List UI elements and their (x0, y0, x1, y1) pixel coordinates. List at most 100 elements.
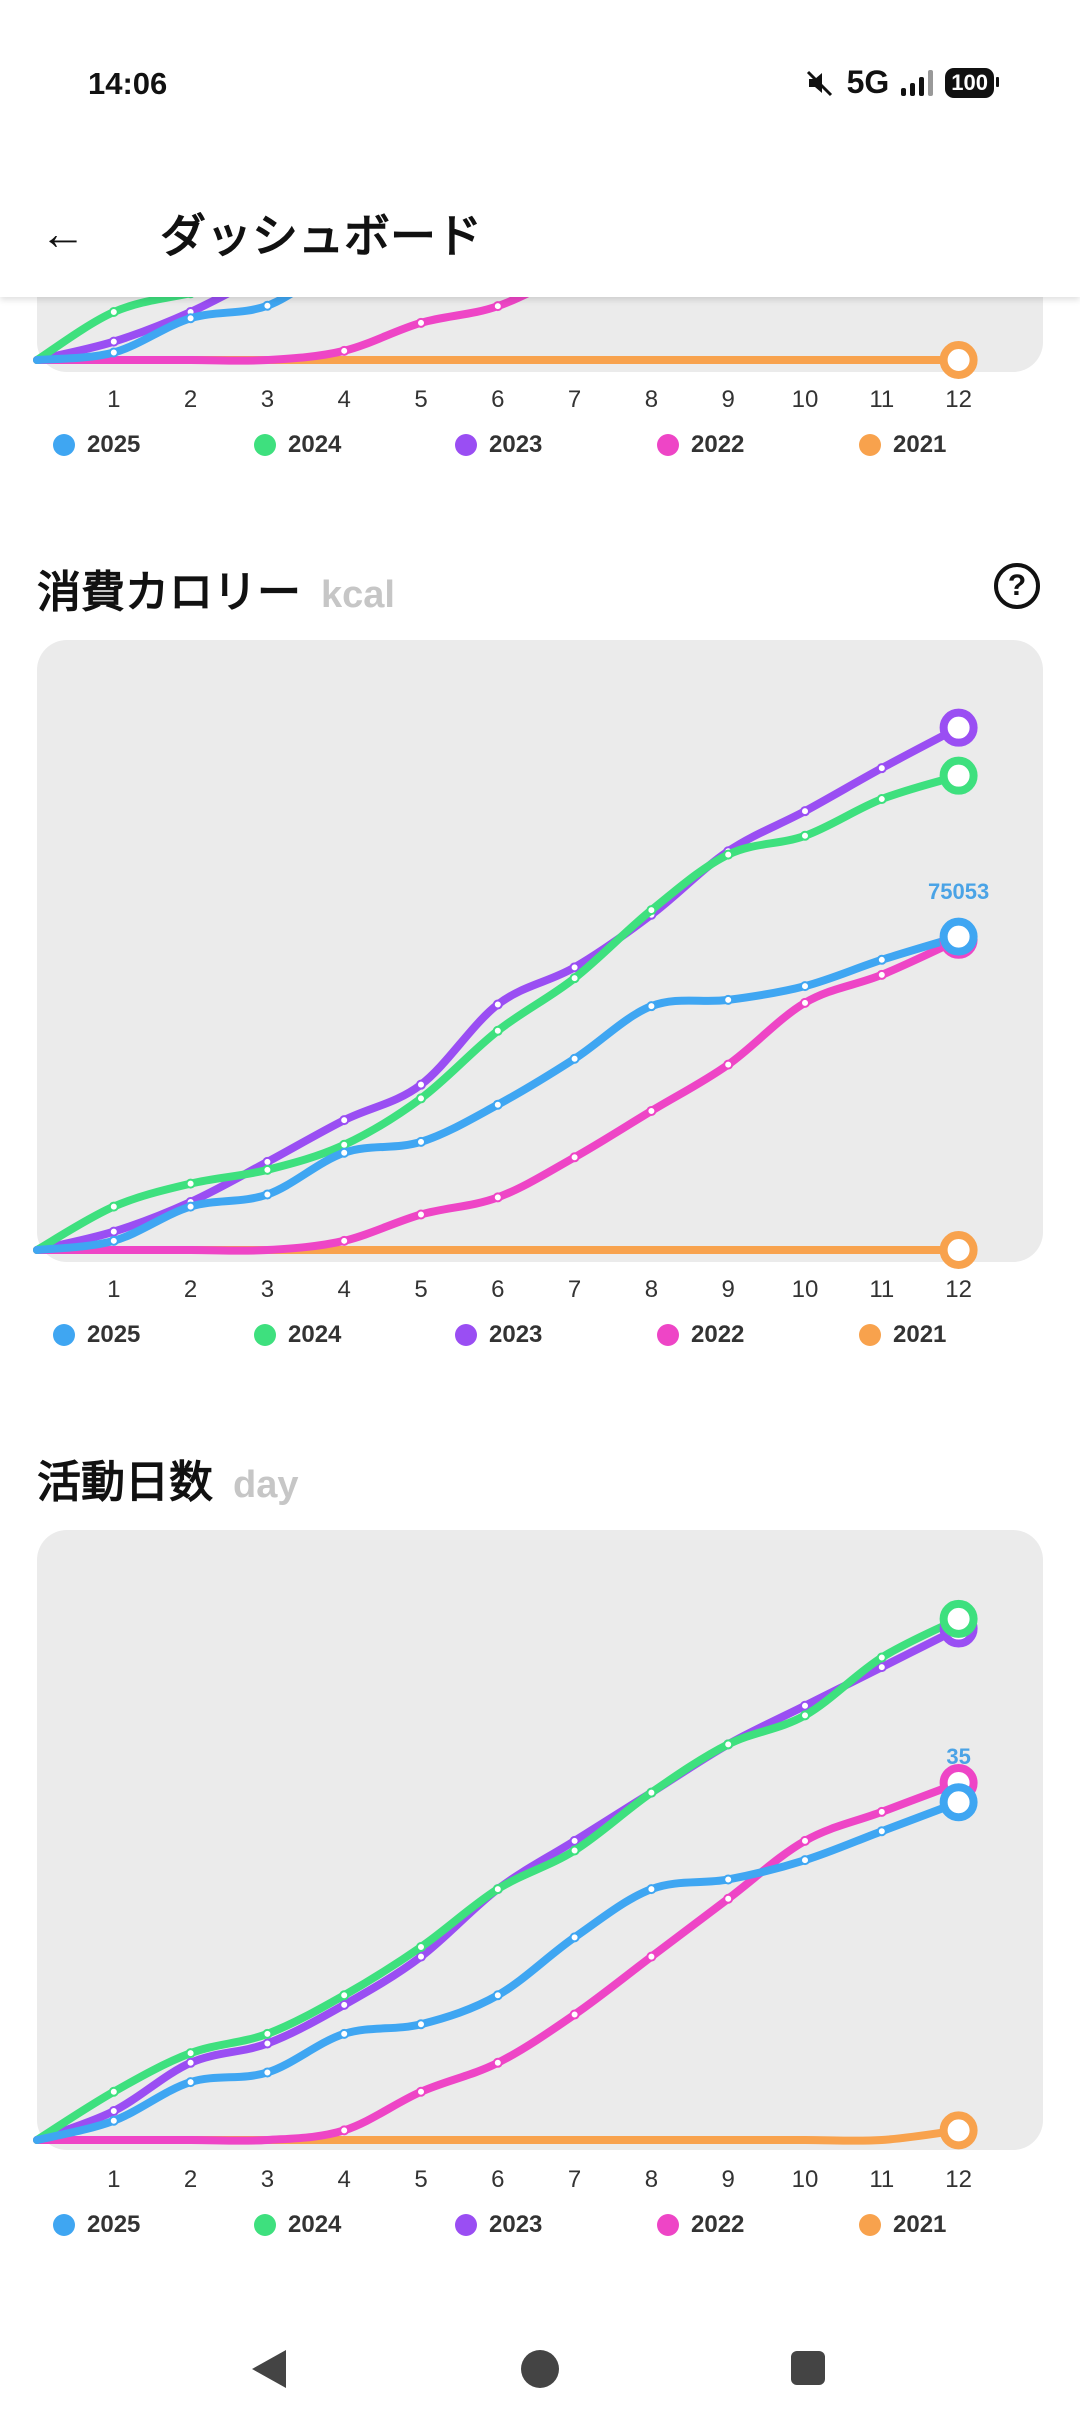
data-point-2024 (646, 905, 657, 916)
legend-item-2023[interactable]: 2023 (455, 2211, 542, 2239)
legend-dot-icon (455, 1324, 477, 1346)
data-point-2022 (492, 301, 503, 312)
status-bar: 14:06 5G 100 (0, 0, 1080, 130)
x-tick-label: 2 (183, 2166, 198, 2193)
data-point-2025 (339, 1147, 350, 1158)
data-point-2022 (800, 997, 810, 1008)
system-nav-bar (0, 2320, 1080, 2424)
legend-item-2024[interactable]: 2024 (254, 431, 341, 459)
legend-dot-icon (455, 2214, 477, 2236)
legend-dot-icon (254, 2214, 276, 2236)
data-point-2023 (339, 1999, 350, 2010)
x-tick-label: 1 (107, 2166, 121, 2193)
legend-dot-icon (455, 434, 477, 456)
data-point-2023 (800, 806, 810, 817)
x-tick-label: 8 (644, 1276, 659, 1303)
back-button[interactable]: ← (40, 207, 86, 259)
legend-label: 2022 (691, 1321, 745, 1348)
status-icons: 5G 100 (805, 64, 999, 101)
data-point-2024 (569, 973, 580, 984)
data-point-2023 (339, 1115, 350, 1126)
mute-icon (806, 70, 832, 96)
legend-dot-icon (859, 434, 881, 456)
legend-label: 2021 (893, 2211, 947, 2238)
legend-dot-icon (53, 2214, 75, 2236)
legend-item-2025[interactable]: 2025 (53, 431, 140, 459)
data-point-2022 (416, 2086, 426, 2097)
data-point-2024 (492, 1025, 503, 1036)
x-tick-label: 5 (414, 1276, 428, 1303)
data-point-2025 (569, 1932, 580, 1943)
x-tick-label: 12 (945, 2166, 972, 2193)
legend-dot-icon (657, 2214, 679, 2236)
legend-label: 2024 (288, 1321, 342, 1348)
x-tick-label: 12 (945, 386, 972, 413)
legend-item-2022[interactable]: 2022 (657, 431, 744, 459)
legend-item-2025[interactable]: 2025 (53, 2211, 140, 2239)
data-point-2024 (876, 794, 887, 805)
legend-label: 2023 (489, 2211, 543, 2238)
end-marker-2021 (939, 2111, 978, 2150)
legend-item-2021[interactable]: 2021 (859, 1321, 946, 1349)
legend-item-2022[interactable]: 2022 (657, 2211, 744, 2239)
data-point-2025 (646, 1001, 657, 1012)
legend-item-2023[interactable]: 2023 (455, 431, 542, 459)
battery-icon: 100 (945, 67, 999, 98)
x-tick-label: 11 (869, 2166, 895, 2193)
legend-item-2024[interactable]: 2024 (254, 2211, 341, 2239)
legend-dot-icon (53, 434, 75, 456)
x-tick-label: 9 (721, 1276, 735, 1303)
data-point-2022 (569, 1152, 580, 1163)
data-point-2024 (492, 1884, 503, 1895)
legend-item-2021[interactable]: 2021 (859, 2211, 946, 2239)
page-title: ダッシュボード (160, 210, 482, 262)
legend-item-2022[interactable]: 2022 (657, 1321, 744, 1349)
data-point-2025 (416, 1136, 426, 1147)
data-point-2024 (108, 2086, 119, 2097)
end-marker-2024 (939, 756, 978, 795)
legend-dot-icon (657, 1324, 679, 1346)
x-tick-label: 1 (107, 386, 121, 413)
nav-home-icon[interactable] (521, 2350, 559, 2388)
legend-label: 2023 (489, 1321, 543, 1348)
data-point-2023 (185, 2057, 196, 2068)
data-point-2024 (876, 1652, 887, 1663)
x-tick-label: 7 (567, 2166, 582, 2193)
data-point-2024 (108, 1201, 119, 1212)
data-point-2025 (108, 347, 119, 358)
data-point-2022 (416, 1209, 426, 1220)
data-point-2024 (262, 1164, 273, 1175)
x-tick-label: 7 (567, 386, 582, 413)
x-tick-label: 11 (869, 1276, 895, 1303)
end-value-label: 75053 (928, 878, 990, 904)
data-point-2022 (646, 1105, 657, 1116)
x-tick-label: 4 (337, 1276, 351, 1303)
legend-item-2023[interactable]: 2023 (455, 1321, 542, 1349)
help-icon[interactable]: ? (994, 563, 1040, 609)
data-point-2025 (876, 954, 887, 965)
data-point-2025 (185, 2077, 196, 2088)
data-point-2023 (569, 962, 580, 973)
x-tick-label: 6 (491, 386, 505, 413)
data-point-2025 (416, 2019, 426, 2030)
end-marker-2021 (939, 341, 978, 379)
data-point-2023 (876, 763, 887, 774)
data-point-2023 (108, 1226, 119, 1237)
x-tick-label: 5 (414, 2166, 428, 2193)
x-tick-label: 10 (791, 1276, 819, 1303)
end-marker-2023 (939, 708, 978, 747)
data-point-2022 (800, 1835, 810, 1846)
end-marker-2025 (939, 1783, 978, 1822)
section-title-active-days: 活動日数 day (37, 1446, 298, 1510)
legend-item-2024[interactable]: 2024 (254, 1321, 341, 1349)
data-point-2024 (262, 2028, 273, 2039)
data-point-2023 (876, 1662, 887, 1673)
end-marker-2024 (939, 1599, 978, 1638)
app-header: ← ダッシュボード (0, 0, 1080, 297)
data-point-2022 (723, 1893, 734, 1904)
legend-item-2021[interactable]: 2021 (859, 431, 946, 459)
active-days-title: 活動日数 (37, 1458, 213, 1507)
legend-item-2025[interactable]: 2025 (53, 1321, 140, 1349)
nav-back-icon[interactable] (252, 2350, 286, 2388)
nav-recents-icon[interactable] (791, 2351, 825, 2385)
